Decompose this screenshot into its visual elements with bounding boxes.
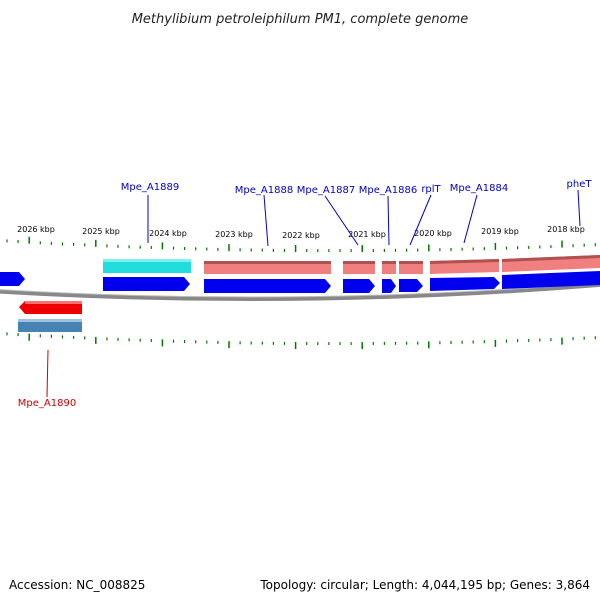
gene-feature-rplt[interactable]: [399, 261, 423, 274]
gene-label-rplt[interactable]: rplT: [421, 184, 441, 195]
gene-label-mpe-a1889[interactable]: Mpe_A1889: [121, 182, 179, 193]
cds-arrow-mpe-a1884[interactable]: [430, 277, 500, 291]
gene-feature-mpe-a1888[interactable]: [204, 261, 331, 274]
accession-text: Accession: NC_008825: [9, 578, 146, 592]
genome-backbone: [0, 282, 600, 302]
gene-label-mpe-a1886[interactable]: Mpe_A1886: [359, 185, 417, 196]
kbp-label: 2024 kbp: [149, 229, 187, 238]
kbp-label: 2019 kbp: [481, 227, 519, 236]
gene-label-phet[interactable]: pheT: [567, 179, 593, 190]
label-leader-lines: [46, 189, 581, 398]
cds-feature-mpe-a1890[interactable]: [18, 319, 82, 332]
gene-label-mpe-a1890[interactable]: Mpe_A1890: [18, 398, 76, 409]
leader-mpe-a1886: [387, 195, 390, 246]
cds-arrow-phet[interactable]: [502, 271, 600, 289]
kbp-label: 2022 kbp: [282, 231, 320, 240]
cds-arrow-mpe-a1888[interactable]: [204, 279, 331, 293]
map-title: Methylibium petroleiphilum PM1, complete…: [132, 12, 469, 27]
leader-mpe-a1887: [324, 195, 359, 246]
cds-arrow-left-edge[interactable]: [0, 272, 25, 286]
gene-label-group: Mpe_A1889 Mpe_A1888 Mpe_A1887 Mpe_A1886 …: [18, 179, 593, 409]
kbp-label: 2021 kbp: [348, 230, 386, 239]
cds-feature-row: [0, 271, 600, 293]
cds-arrow-mpe-a1886[interactable]: [382, 279, 396, 293]
tick-row-bottom: [6, 332, 596, 350]
leader-rplt: [409, 194, 432, 246]
gene-feature-mpe-a1887[interactable]: [343, 261, 375, 274]
leader-phet: [577, 189, 581, 227]
kbp-label: 2018 kbp: [547, 225, 585, 234]
cds-arrow-rplt[interactable]: [399, 279, 423, 292]
kbp-label: 2026 kbp: [17, 225, 55, 234]
gene-feature-phet[interactable]: [502, 255, 600, 272]
genome-summary-text: Topology: circular; Length: 4,044,195 bp…: [260, 578, 590, 592]
gene-feature-mpe-a1886[interactable]: [382, 261, 396, 274]
reverse-feature-row: [18, 301, 82, 332]
leader-mpe-a1884: [463, 194, 478, 244]
kbp-label-row: 2026 kbp 2025 kbp 2024 kbp 2023 kbp 2022…: [17, 225, 585, 240]
tick-row-top: [6, 236, 596, 253]
gene-label-mpe-a1888[interactable]: Mpe_A1888: [235, 185, 293, 196]
cds-arrow-mpe-a1889[interactable]: [103, 277, 190, 291]
kbp-label: 2025 kbp: [82, 227, 120, 236]
gene-label-mpe-a1887[interactable]: Mpe_A1887: [297, 185, 355, 196]
cds-arrow-mpe-a1887[interactable]: [343, 279, 375, 293]
gene-label-mpe-a1884[interactable]: Mpe_A1884: [450, 183, 508, 194]
kbp-label: 2023 kbp: [215, 230, 253, 239]
gene-feature-row: [103, 255, 600, 274]
leader-mpe-a1888: [263, 194, 269, 247]
genome-backbone-highlight: [0, 282, 600, 298]
kbp-label: 2020 kbp: [414, 229, 452, 238]
gene-feature-mpe-a1889[interactable]: [103, 259, 191, 273]
gene-feature-mpe-a1884[interactable]: [430, 259, 499, 274]
leader-mpe-a1890: [46, 349, 49, 398]
gene-feature-mpe-a1890[interactable]: [19, 301, 82, 314]
